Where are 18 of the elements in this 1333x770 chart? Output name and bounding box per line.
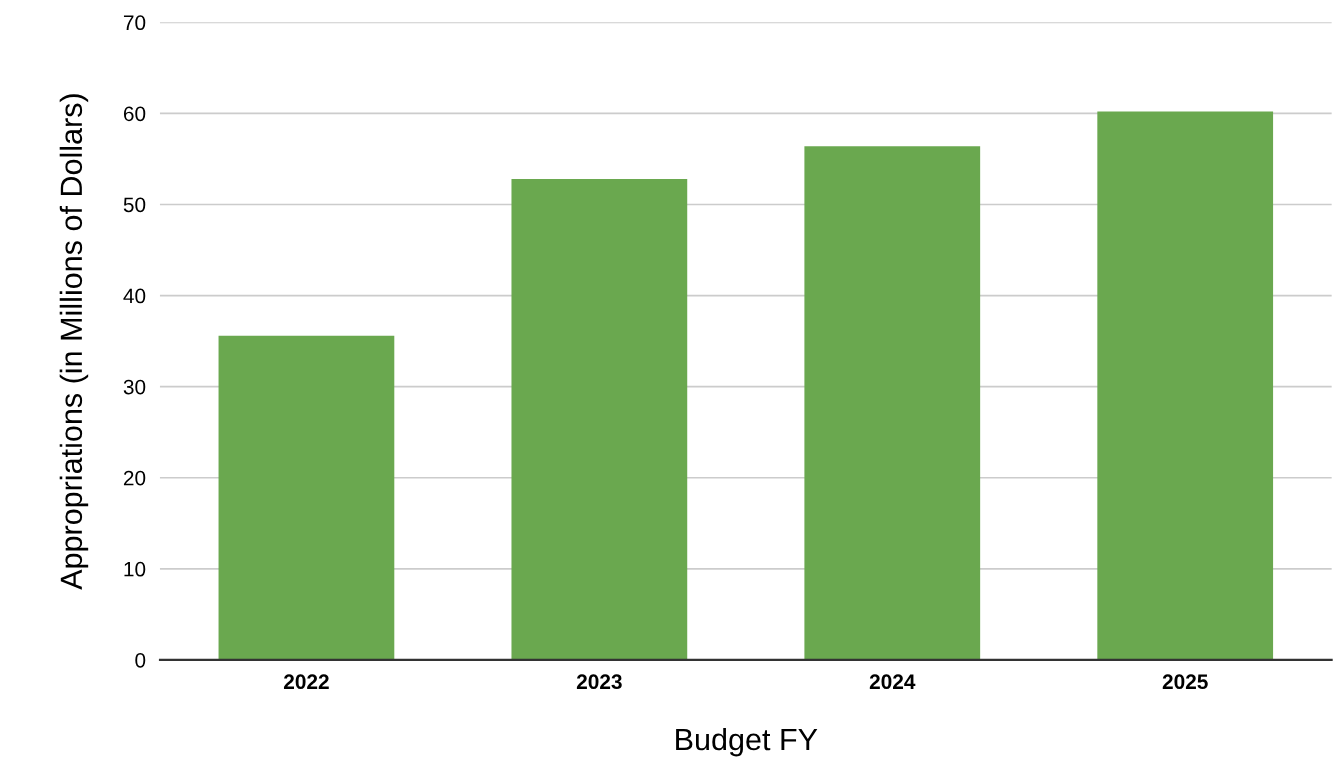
y-tick-label: 10 <box>124 561 146 577</box>
bar <box>1097 111 1274 660</box>
x-tick-label: 2025 <box>1162 674 1208 690</box>
bar <box>218 335 395 660</box>
x-tick-label: 2023 <box>576 674 622 690</box>
x-tick-label: 2022 <box>283 674 329 690</box>
bar <box>511 178 688 660</box>
y-tick-label: 40 <box>123 288 146 304</box>
y-tick-label: 0 <box>135 652 146 668</box>
y-tick-label: 70 <box>123 15 146 31</box>
y-tick-label: 60 <box>123 106 146 122</box>
x-tick-label: 2024 <box>869 674 916 690</box>
y-axis-title: Appropriations (in Millions of Dollars) <box>59 94 89 590</box>
x-axis-title: Budget FY <box>676 727 818 757</box>
y-tick-label: 20 <box>123 470 146 486</box>
bar <box>804 146 981 660</box>
y-tick-label: 30 <box>123 379 146 395</box>
y-tick-label: 50 <box>123 197 146 213</box>
